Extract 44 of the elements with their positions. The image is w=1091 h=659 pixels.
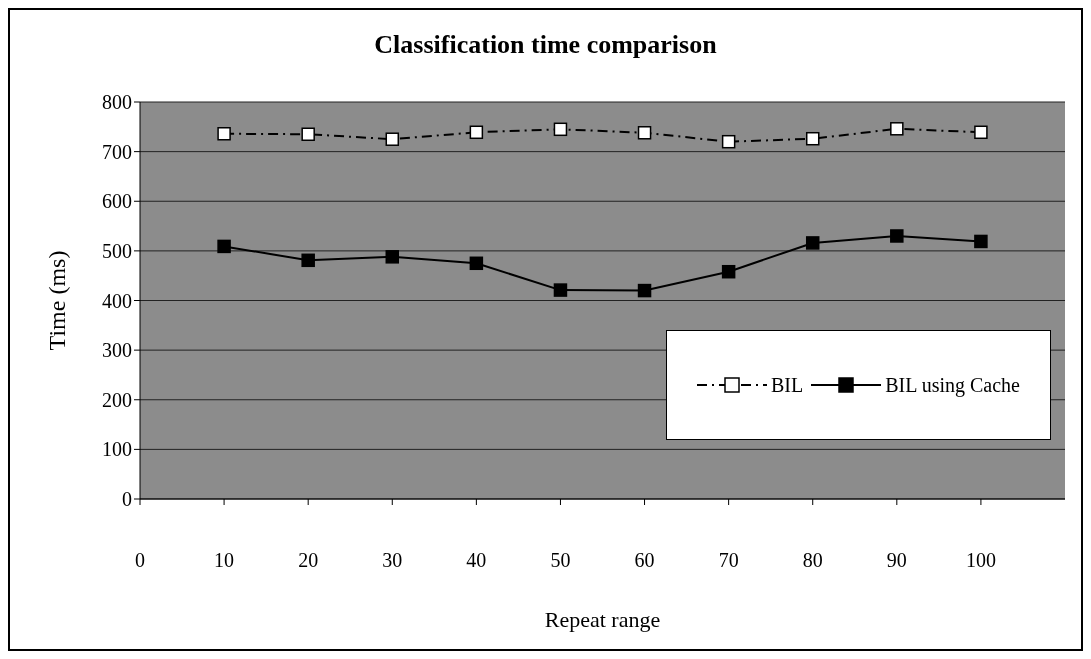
point bbox=[553, 283, 568, 297]
x-tick-label: 40 bbox=[466, 549, 487, 571]
y-tick-label: 100 bbox=[102, 438, 132, 461]
point bbox=[385, 250, 400, 264]
y-tick-label: 200 bbox=[102, 388, 132, 411]
point bbox=[721, 264, 736, 279]
y-tick-label: 700 bbox=[102, 140, 132, 163]
point bbox=[890, 122, 904, 136]
x-tick-label: 10 bbox=[214, 549, 235, 571]
point bbox=[469, 125, 484, 140]
point bbox=[890, 229, 904, 243]
x-tick-label: 70 bbox=[718, 549, 739, 571]
y-tick-label: 500 bbox=[102, 239, 132, 262]
point bbox=[217, 239, 231, 254]
x-tick-label: 20 bbox=[298, 549, 319, 571]
x-tick-label: 100 bbox=[965, 549, 996, 571]
point bbox=[469, 256, 484, 271]
point bbox=[974, 234, 988, 249]
y-tick-label: 600 bbox=[102, 190, 132, 213]
y-tick-label: 800 bbox=[102, 91, 132, 114]
point bbox=[637, 283, 652, 298]
x-tick-label: 30 bbox=[382, 549, 403, 571]
x-tick-label: 90 bbox=[886, 549, 907, 571]
point bbox=[805, 131, 820, 146]
point bbox=[301, 127, 315, 142]
point bbox=[974, 125, 988, 140]
point bbox=[385, 132, 400, 146]
x-tick-label: 80 bbox=[802, 549, 823, 571]
point bbox=[301, 253, 315, 268]
point bbox=[805, 236, 820, 250]
y-tick-label: 400 bbox=[102, 289, 132, 312]
y-tick-label: 0 bbox=[122, 488, 132, 511]
point bbox=[553, 122, 568, 137]
y-tick-label: 300 bbox=[102, 339, 132, 362]
legend-label: BIL using Cache bbox=[885, 373, 1020, 397]
x-tick-label: 50 bbox=[550, 549, 571, 571]
point bbox=[721, 134, 736, 149]
point bbox=[637, 126, 652, 140]
x-tick-label: 60 bbox=[634, 549, 655, 571]
x-axis-title: Repeat range bbox=[544, 607, 661, 632]
legend-label: BIL bbox=[770, 373, 804, 397]
point bbox=[217, 127, 231, 141]
chart-title: Classification time comparison bbox=[373, 30, 718, 60]
y-axis-title: Time (ms) bbox=[43, 250, 70, 351]
